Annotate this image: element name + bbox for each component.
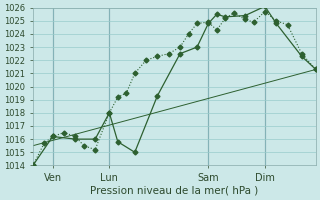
X-axis label: Pression niveau de la mer( hPa ): Pression niveau de la mer( hPa ) <box>90 186 259 196</box>
